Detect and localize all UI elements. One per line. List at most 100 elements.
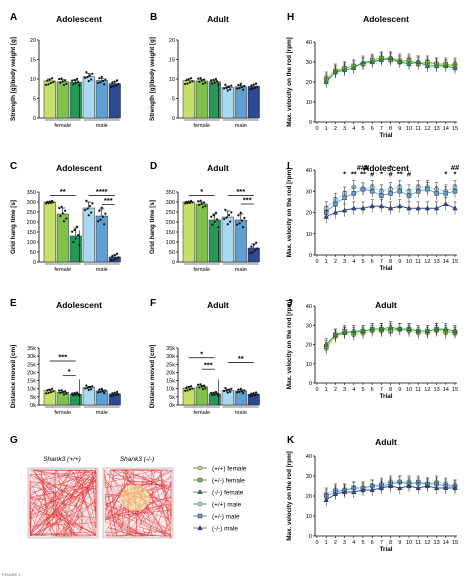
group-label: female bbox=[193, 267, 210, 273]
data-point bbox=[62, 220, 66, 223]
data-point bbox=[203, 78, 206, 81]
data-point bbox=[240, 219, 244, 222]
data-marker bbox=[323, 341, 329, 347]
data-point bbox=[237, 214, 240, 217]
data-point bbox=[49, 81, 53, 85]
bar bbox=[43, 80, 56, 119]
y-tick-label: 25k bbox=[166, 362, 175, 368]
data-point bbox=[114, 393, 118, 396]
data-point bbox=[65, 217, 68, 220]
data-marker bbox=[452, 485, 458, 491]
group-label: female bbox=[54, 267, 71, 273]
significance-label: **** bbox=[96, 187, 108, 196]
data-point bbox=[203, 201, 206, 204]
data-point bbox=[47, 391, 50, 395]
x-tick-label: 3 bbox=[343, 259, 346, 265]
y-tick-label: 250 bbox=[166, 210, 175, 216]
y-tick-label: 5k bbox=[30, 395, 36, 401]
panel-title: Adolescent bbox=[56, 163, 102, 173]
data-marker bbox=[360, 59, 366, 65]
panel-title: Adult bbox=[207, 300, 229, 310]
data-marker bbox=[323, 79, 329, 85]
data-point bbox=[227, 388, 231, 391]
data-point bbox=[60, 77, 63, 80]
legend-label: (+/+) male bbox=[212, 501, 242, 508]
bar bbox=[247, 247, 260, 263]
data-point bbox=[62, 393, 66, 396]
y-tick-label: 0 bbox=[309, 253, 312, 259]
data-marker bbox=[406, 61, 412, 67]
data-point bbox=[97, 81, 100, 85]
y-tick-label: 100 bbox=[27, 240, 36, 246]
data-point bbox=[85, 384, 88, 387]
data-point bbox=[184, 82, 187, 86]
center-highlight bbox=[120, 485, 150, 511]
data-point bbox=[230, 84, 233, 87]
data-point bbox=[49, 201, 53, 204]
y-tick-label: 5 bbox=[33, 97, 36, 103]
data-point bbox=[252, 243, 255, 246]
data-point bbox=[98, 209, 101, 212]
data-point bbox=[238, 87, 241, 90]
y-tick-label: 40 bbox=[306, 40, 312, 46]
y-tick-label: 10 bbox=[306, 100, 312, 106]
x-tick-label: 6 bbox=[371, 259, 374, 265]
figure-label: FIGURE 1 bbox=[2, 572, 21, 577]
data-point bbox=[256, 247, 259, 250]
data-point bbox=[256, 393, 259, 396]
data-point bbox=[48, 388, 51, 391]
data-point bbox=[188, 388, 192, 391]
data-marker bbox=[323, 213, 329, 219]
data-point bbox=[184, 389, 187, 392]
significance-label: # bbox=[407, 170, 412, 179]
data-point bbox=[46, 389, 49, 392]
x-tick-label: 8 bbox=[389, 259, 392, 265]
data-point bbox=[201, 82, 205, 85]
data-point bbox=[242, 226, 245, 229]
y-tick-label: 20 bbox=[169, 38, 175, 44]
panel-title: Adult bbox=[375, 300, 397, 310]
data-point bbox=[62, 83, 66, 87]
data-marker bbox=[433, 485, 440, 491]
y-tick-label: 10 bbox=[306, 232, 312, 238]
y-tick-label: 30k bbox=[166, 354, 175, 360]
data-point bbox=[51, 387, 54, 390]
data-marker bbox=[332, 209, 339, 215]
significance-label: ** bbox=[60, 187, 66, 196]
data-marker bbox=[397, 59, 403, 65]
y-tick-label: 10 bbox=[30, 77, 36, 83]
data-point bbox=[216, 392, 219, 395]
data-point bbox=[255, 82, 258, 85]
data-point bbox=[187, 78, 190, 81]
x-tick-label: 6 bbox=[371, 387, 374, 393]
y-tick-label: 0 bbox=[172, 116, 175, 122]
data-point bbox=[101, 79, 105, 82]
data-point bbox=[255, 241, 258, 244]
data-point bbox=[75, 77, 79, 80]
data-point bbox=[113, 253, 116, 257]
data-marker bbox=[415, 328, 421, 334]
y-tick-label: 0 bbox=[33, 116, 36, 122]
group-label: male bbox=[235, 410, 247, 416]
data-marker bbox=[397, 326, 403, 332]
data-point bbox=[230, 211, 233, 214]
x-tick-label: 0 bbox=[315, 387, 318, 393]
y-tick-label: 15 bbox=[169, 58, 175, 64]
bar bbox=[56, 213, 69, 263]
y-tick-label: 0 bbox=[309, 120, 312, 126]
data-point bbox=[226, 89, 229, 92]
data-point bbox=[238, 222, 241, 225]
x-tick-label: 12 bbox=[424, 540, 430, 546]
data-point bbox=[99, 218, 102, 221]
data-marker bbox=[434, 191, 439, 196]
y-axis-label: Grid hang time [s] bbox=[10, 200, 17, 254]
data-marker bbox=[341, 207, 348, 213]
data-point bbox=[210, 215, 213, 218]
x-tick-label: 9 bbox=[398, 387, 401, 393]
data-point bbox=[100, 387, 103, 390]
y-tick-label: 25k bbox=[27, 362, 36, 368]
data-point bbox=[86, 75, 89, 79]
data-point bbox=[72, 394, 75, 397]
data-point bbox=[47, 83, 50, 86]
